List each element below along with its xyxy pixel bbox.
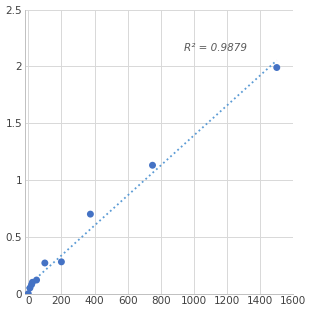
Point (30, 280, 35, 285)
Point (26, 291, 31, 296)
Point (34, 278, 39, 283)
Point (42, 261, 47, 266)
Point (29, 282, 34, 287)
Point (27, 285, 32, 290)
Point (150, 163, 155, 168)
Point (88, 212, 93, 217)
Point (59, 259, 64, 264)
Text: R² = 0.9879: R² = 0.9879 (184, 43, 247, 53)
Point (274, 65, 279, 70)
